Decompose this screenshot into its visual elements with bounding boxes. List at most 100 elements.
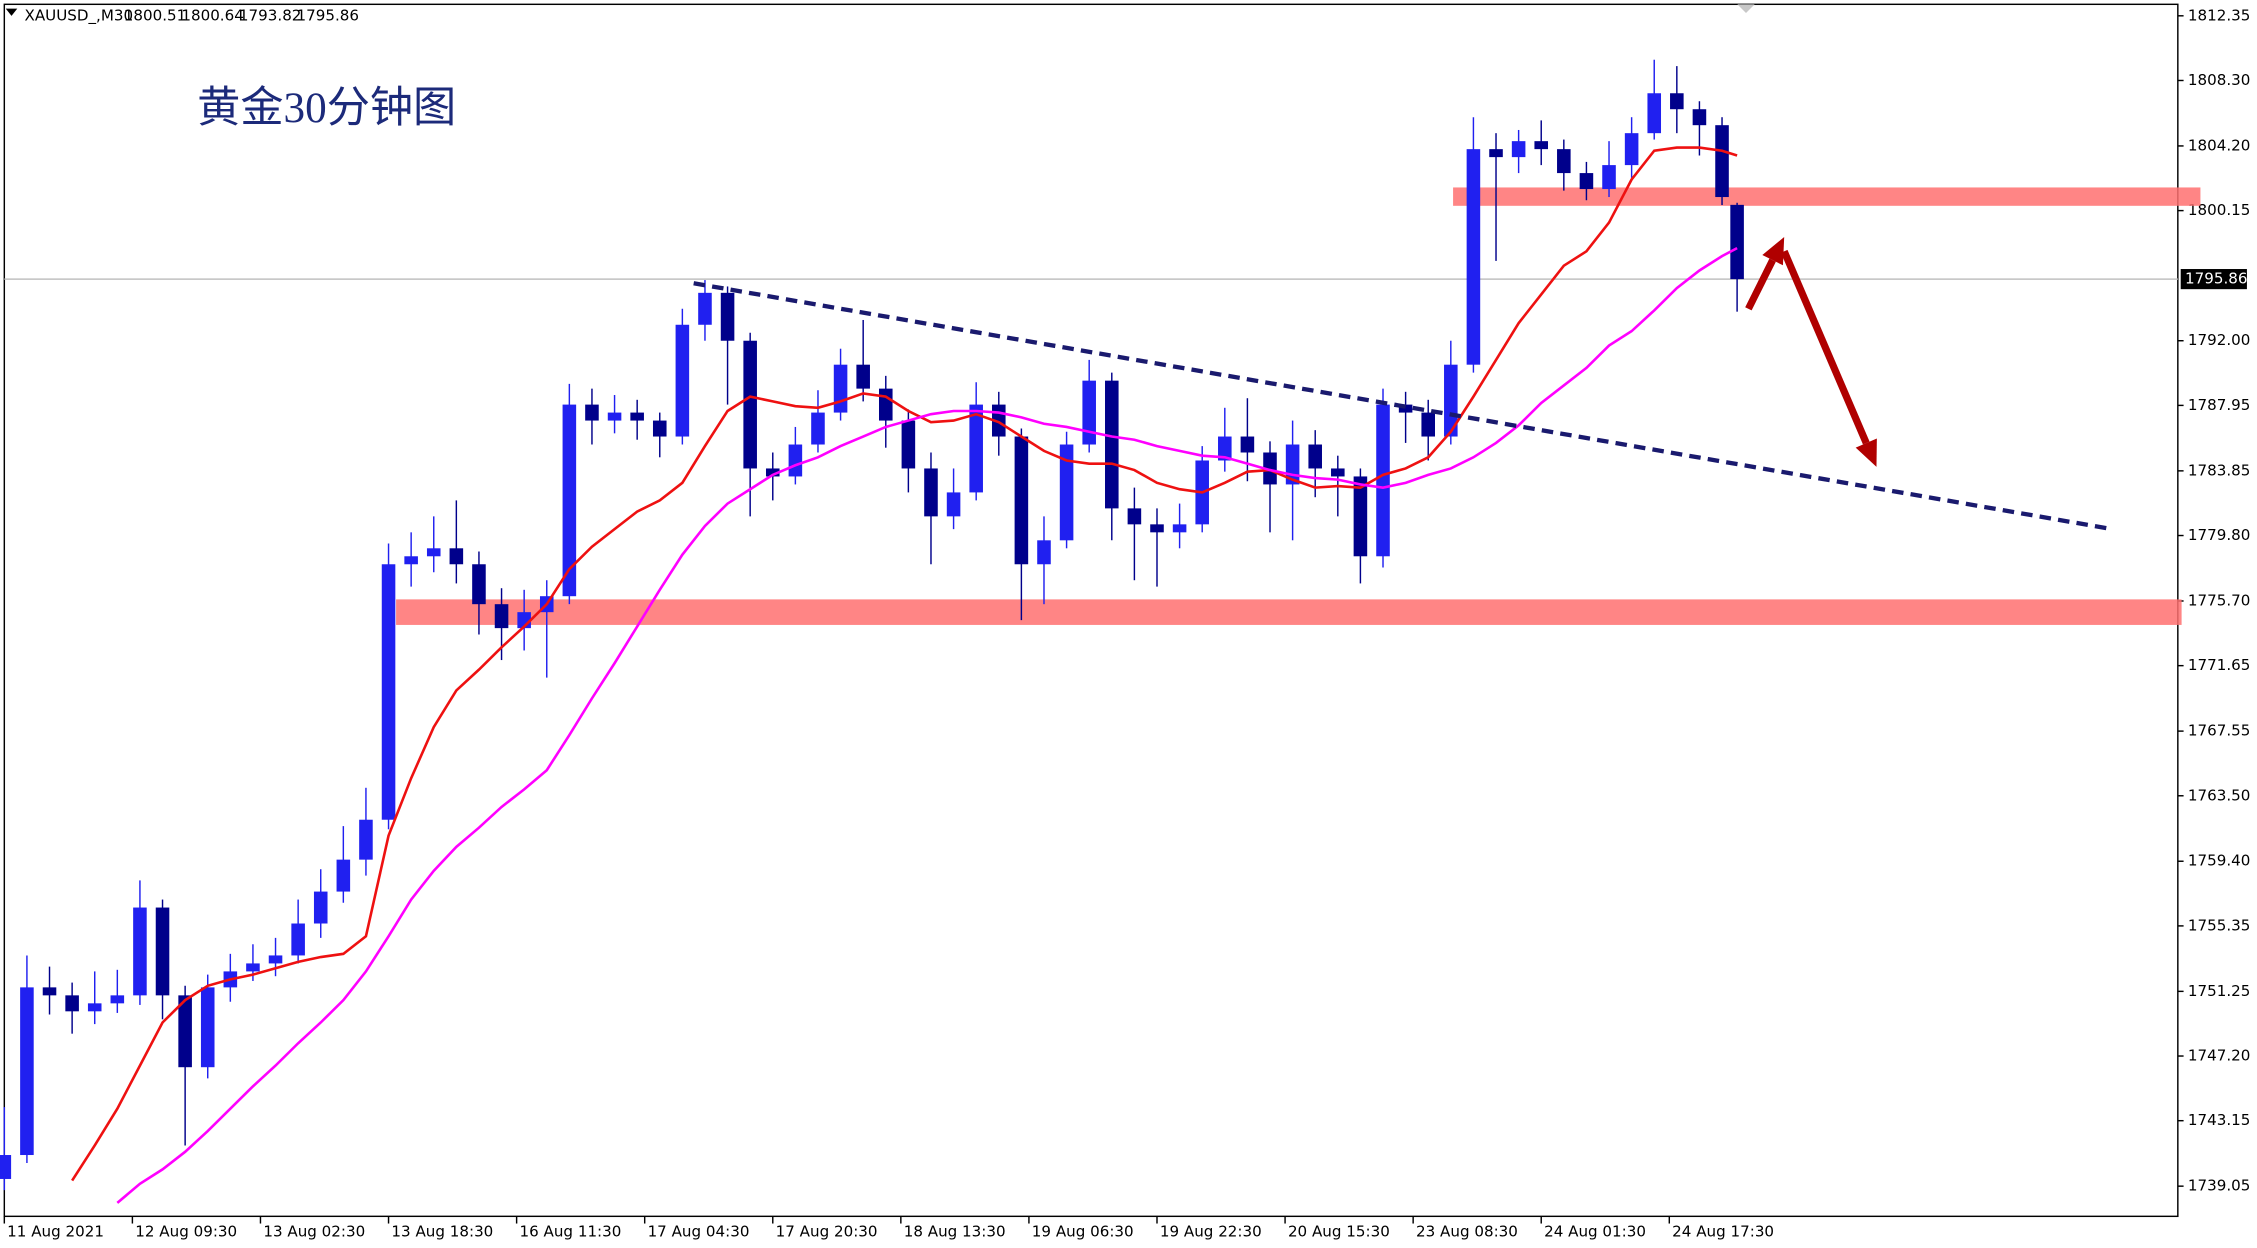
x-tick-label: 13 Aug 02:30	[263, 1223, 365, 1241]
candle-body	[20, 987, 34, 1156]
candle-body	[1466, 149, 1481, 365]
candle-body	[1014, 436, 1029, 565]
x-tick-label: 16 Aug 11:30	[519, 1223, 621, 1241]
candle-body	[1059, 444, 1074, 541]
candle-body	[133, 907, 147, 996]
candle-body	[87, 1003, 102, 1012]
y-tick-label: 1771.65	[2188, 656, 2250, 674]
shift-marker	[1737, 4, 1755, 13]
candle-body	[1624, 133, 1639, 166]
y-tick-label: 1787.95	[2188, 396, 2250, 414]
moving-average	[71, 146, 1738, 1182]
x-tick-label: 24 Aug 17:30	[1672, 1223, 1774, 1241]
candle-body	[788, 444, 803, 477]
candle-body	[720, 292, 735, 341]
candle-body	[1602, 165, 1616, 190]
header-low: 1793.82	[239, 6, 301, 24]
x-tick-label: 18 Aug 13:30	[904, 1223, 1006, 1241]
candle-body	[765, 468, 780, 477]
arrow-head	[1762, 236, 1785, 266]
candle-body	[1398, 404, 1413, 413]
candle-body	[675, 324, 690, 437]
candle-body	[1715, 125, 1729, 198]
candle-body	[426, 548, 441, 557]
candle-body	[268, 955, 283, 964]
candle-body	[1670, 93, 1684, 110]
candle-body	[743, 340, 757, 469]
candle-body	[42, 987, 57, 996]
candle-body	[246, 963, 260, 972]
candle-body	[901, 420, 916, 469]
x-tick-label: 11 Aug 2021	[7, 1223, 104, 1241]
candle-body	[1218, 436, 1232, 461]
candle-body	[449, 548, 464, 565]
candle-body	[585, 404, 599, 421]
header-high: 1800.64	[181, 6, 243, 24]
candle-body	[1376, 404, 1390, 557]
y-tick-label: 1763.50	[2188, 786, 2250, 804]
candle-body	[1331, 468, 1345, 477]
candle-body	[562, 404, 577, 597]
x-tick-label: 13 Aug 18:30	[391, 1223, 493, 1241]
candle-body	[336, 859, 351, 892]
header-close: 1795.86	[297, 6, 359, 24]
candle-body	[1557, 149, 1571, 174]
y-tick-label: 1808.30	[2188, 71, 2250, 89]
candle-body	[878, 388, 893, 421]
moving-average	[116, 246, 1738, 1204]
candle-body	[494, 604, 509, 629]
y-tick-label: 1747.20	[2188, 1047, 2250, 1065]
candle-body	[969, 404, 983, 493]
candle-body	[811, 412, 825, 445]
candle-body	[652, 420, 667, 437]
x-tick-label: 19 Aug 22:30	[1160, 1223, 1262, 1241]
candle-body	[1444, 364, 1458, 437]
candle-body	[1308, 444, 1322, 469]
candle-body	[200, 987, 215, 1068]
zone	[1453, 187, 2201, 206]
arrow-head	[1855, 438, 1877, 467]
header-marker	[5, 8, 18, 16]
candle-body	[1127, 508, 1142, 525]
candle-body	[924, 468, 938, 517]
trendline	[693, 281, 2113, 532]
candle-body	[1579, 173, 1594, 190]
header-open: 1800.51	[124, 6, 186, 24]
symbol: XAUUSD_,M30	[24, 6, 133, 25]
y-tick-label: 1755.35	[2188, 916, 2250, 934]
candle-body	[630, 412, 644, 421]
candle-body	[856, 364, 870, 389]
candle-body	[1647, 93, 1662, 134]
y-tick-label: 1759.40	[2188, 852, 2250, 870]
candle-body	[1489, 149, 1503, 158]
candle-body	[1240, 436, 1255, 453]
x-tick-label: 20 Aug 15:30	[1288, 1223, 1390, 1241]
candle-body	[1730, 204, 1744, 280]
chart-title: 黄金30分钟图	[197, 84, 456, 132]
candle-body	[472, 564, 486, 605]
candle-body	[110, 995, 125, 1004]
candle-body	[946, 492, 961, 517]
arrow-shaft	[1745, 258, 1776, 311]
candle-body	[381, 564, 396, 820]
candle-body	[1353, 476, 1368, 557]
y-tick-label: 1783.85	[2188, 461, 2250, 479]
candle-body	[1150, 524, 1164, 533]
y-tick-label: 1739.05	[2188, 1177, 2250, 1195]
candle-body	[0, 1155, 12, 1179]
y-tick-label: 1779.80	[2188, 526, 2250, 544]
candle-body	[1263, 452, 1277, 485]
y-tick-label: 1767.55	[2188, 722, 2250, 740]
candle-body	[1105, 380, 1119, 509]
x-tick-label: 17 Aug 20:30	[776, 1223, 878, 1241]
y-tick-label: 1743.15	[2188, 1111, 2250, 1129]
y-tick-label: 1804.20	[2188, 136, 2250, 154]
candle-body	[1511, 141, 1526, 158]
candle-body	[1534, 141, 1549, 150]
candle-body	[359, 819, 373, 860]
arrow-shaft	[1780, 249, 1870, 445]
candle-body	[698, 292, 712, 325]
x-tick-label: 17 Aug 04:30	[648, 1223, 750, 1241]
candle-body	[1421, 412, 1435, 437]
